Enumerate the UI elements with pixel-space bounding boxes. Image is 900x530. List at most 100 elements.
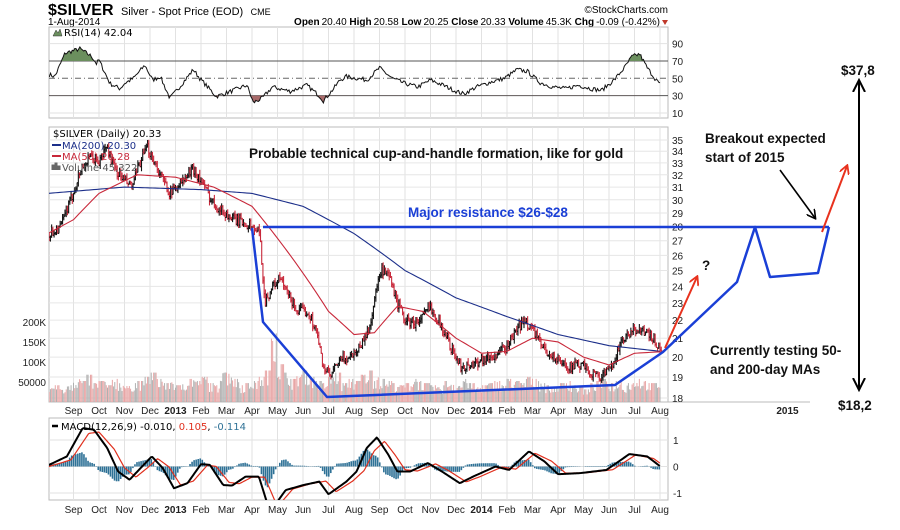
x-tick-label: Jun bbox=[295, 505, 311, 516]
x-tick-label: Aug bbox=[345, 406, 363, 417]
rsi-plot bbox=[49, 46, 661, 105]
ma50-line bbox=[49, 174, 661, 366]
ma200-label: MA(200) 20.30 bbox=[62, 141, 136, 152]
instrument-name: Silver - Spot Price (EOD) bbox=[121, 6, 243, 18]
price-tick-label: 31 bbox=[672, 183, 684, 194]
target-high-label: $37,8 bbox=[841, 63, 875, 78]
rsi-tick-label: 10 bbox=[672, 109, 684, 120]
price-tick-label: 29 bbox=[672, 209, 684, 220]
volume-tick-label: 150K bbox=[23, 338, 47, 349]
rsi-tick-label: 70 bbox=[672, 57, 684, 68]
close-label: Close bbox=[451, 17, 479, 28]
price-tick-label: 32 bbox=[672, 171, 684, 182]
question-mark: ? bbox=[702, 258, 710, 273]
x-tick-label: Dec bbox=[141, 505, 159, 516]
down-triangle-icon bbox=[662, 20, 668, 25]
cup-handle-outline bbox=[250, 225, 831, 399]
macd-hist-value: -0.114 bbox=[214, 422, 246, 433]
breakout-annotation-line2: start of 2015 bbox=[705, 150, 785, 165]
rsi-tick-label: 50 bbox=[672, 74, 684, 85]
price-title: $SILVER (Daily) 20.33 bbox=[53, 129, 161, 140]
macd-tick-label: 1 bbox=[673, 436, 679, 447]
x-tick-label: Jun bbox=[295, 406, 311, 417]
rsi-tick-label: 30 bbox=[672, 92, 684, 103]
x-tick-label: Dec bbox=[447, 505, 465, 516]
ma50-label: MA(50) 20.28 bbox=[62, 152, 130, 163]
price-tick-label: 27 bbox=[672, 237, 684, 248]
resistance-annotation: Major resistance $26-$28 bbox=[408, 205, 568, 220]
price-legend: $SILVER (Daily) 20.33 MA(200) 20.30 MA(5… bbox=[51, 129, 161, 174]
macd-line bbox=[49, 427, 661, 500]
x-tick-label: Aug bbox=[345, 505, 363, 516]
macd-title: MACD(12,26,9) -0.010, 0.105, -0.114 bbox=[61, 422, 246, 433]
testing-annotation-line2: and 200-day MAs bbox=[710, 362, 820, 377]
header-title: $SILVER Silver - Spot Price (EOD) CME bbox=[48, 2, 271, 19]
x-tick-label: Dec bbox=[141, 406, 159, 417]
x-tick-label-2015: 2015 bbox=[776, 406, 799, 417]
x-tick-label: Oct bbox=[397, 406, 413, 417]
open-label: Open bbox=[294, 17, 320, 28]
ma200-line bbox=[49, 186, 661, 352]
x-tick-label: Nov bbox=[116, 406, 134, 417]
macd-tick-label: 0 bbox=[673, 463, 679, 474]
rsi-panel bbox=[48, 26, 669, 119]
open-value: 20.40 bbox=[322, 17, 347, 28]
testing-annotation-line1: Currently testing 50- bbox=[710, 343, 841, 358]
x-tick-label: May bbox=[574, 406, 593, 417]
x-tick-label: Mar bbox=[524, 505, 542, 516]
x-tick-label: Apr bbox=[244, 505, 260, 516]
high-label: High bbox=[349, 17, 371, 28]
price-bars bbox=[49, 139, 663, 384]
x-tick-label: Oct bbox=[91, 505, 107, 516]
close-value: 20.33 bbox=[481, 17, 506, 28]
price-tick-label: 18 bbox=[672, 394, 684, 405]
low-label: Low bbox=[401, 17, 421, 28]
rsi-oversold-fill bbox=[49, 95, 660, 103]
rsi-title: RSI(14) 42.04 bbox=[64, 28, 133, 39]
x-tick-label: Feb bbox=[192, 505, 210, 516]
price-tick-label: 19 bbox=[672, 373, 684, 384]
price-tick-label: 26 bbox=[672, 251, 684, 262]
x-tick-label: Nov bbox=[422, 505, 440, 516]
cup-handle-drawing bbox=[250, 225, 831, 399]
target-low-label: $18,2 bbox=[838, 398, 872, 413]
macd-plot bbox=[49, 427, 661, 500]
price-tick-label: 34 bbox=[672, 147, 684, 158]
x-tick-label: 2014 bbox=[470, 406, 493, 417]
high-value: 20.58 bbox=[374, 17, 399, 28]
chg-label: Chg bbox=[575, 17, 594, 28]
x-tick-label: Aug bbox=[651, 505, 669, 516]
rsi-legend: RSI(14) 42.04 bbox=[52, 28, 133, 39]
x-tick-label: Feb bbox=[498, 406, 516, 417]
volume-label: Volume bbox=[508, 17, 544, 28]
x-tick-label: 2014 bbox=[470, 505, 493, 516]
x-tick-label: Aug bbox=[651, 406, 669, 417]
cup-handle-annotation: Probable technical cup-and-handle format… bbox=[249, 146, 623, 161]
rsi-line bbox=[49, 46, 661, 105]
x-tick-label: Apr bbox=[244, 406, 260, 417]
x-tick-label: Oct bbox=[397, 505, 413, 516]
volume-tick-label: 200K bbox=[23, 318, 47, 329]
breakout-annotation-line1: Breakout expected bbox=[705, 131, 826, 146]
volume-icon bbox=[51, 162, 61, 170]
rsi-tick-label: 90 bbox=[672, 40, 684, 51]
x-tick-label: Oct bbox=[91, 406, 107, 417]
x-tick-label: Jul bbox=[628, 505, 641, 516]
chg-value: -0.09 (-0.42%) bbox=[596, 17, 660, 28]
x-tick-label: Jul bbox=[322, 505, 335, 516]
macd-legend: MACD(12,26,9) -0.010, 0.105, -0.114 bbox=[52, 422, 246, 433]
copyright: ©StockCharts.com bbox=[584, 5, 668, 16]
macd-panel bbox=[48, 417, 669, 501]
x-tick-label: 2013 bbox=[164, 505, 187, 516]
ohlc-summary: Open 20.40 High 20.58 Low 20.25 Close 20.33 … bbox=[294, 17, 660, 28]
price-tick-label: 30 bbox=[672, 196, 684, 207]
x-tick-label: May bbox=[268, 505, 287, 516]
macd-name: MACD(12,26,9) bbox=[61, 422, 137, 433]
x-tick-label: May bbox=[574, 505, 593, 516]
x-tick-label: Apr bbox=[550, 505, 566, 516]
price-tick-label: 23 bbox=[672, 299, 684, 310]
breakout-pointer-arrow bbox=[779, 169, 815, 218]
x-tick-label: Sep bbox=[371, 505, 389, 516]
symbol: $SILVER bbox=[48, 2, 114, 19]
